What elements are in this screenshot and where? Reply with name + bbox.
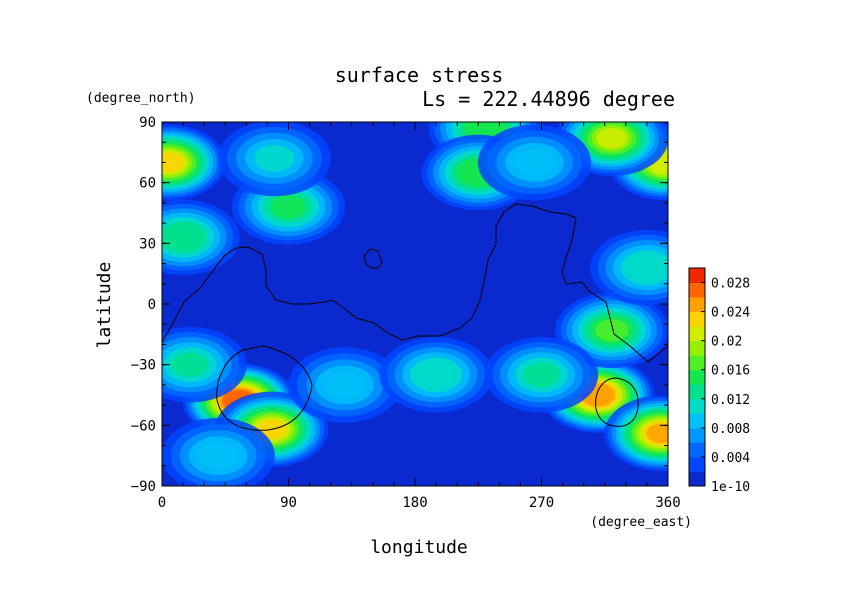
x-tick-label-2: 180	[402, 495, 427, 511]
colorbar-band-11	[689, 311, 705, 327]
x-tick-label-0: 0	[158, 495, 166, 511]
colorbar-band-1	[689, 456, 705, 472]
colorbar-band-4	[689, 413, 705, 429]
y-units-label: (degree_north)	[86, 91, 196, 106]
crater-outline-east	[595, 377, 639, 427]
colorbar-label-6: 0.024	[711, 306, 750, 321]
colorbar-label-5: 0.02	[711, 335, 742, 350]
field-peak-16-level-5	[254, 145, 295, 172]
coastline-contours	[162, 203, 668, 431]
colorbar-label-2: 0.008	[711, 422, 750, 437]
heatmap-field	[162, 122, 668, 486]
y-tick-label-5: −60	[131, 418, 156, 434]
y-tick-label-0: 90	[139, 115, 156, 131]
chart-subtitle: Ls = 222.44896 degree	[422, 87, 675, 111]
colorbar-band-7	[689, 369, 705, 385]
field-peak-17-level-5	[198, 442, 239, 470]
colorbar-band-8	[689, 355, 705, 371]
y-axis: 90 60 30 0 −30 −60 −90	[131, 115, 668, 495]
y-tick-label-2: 30	[139, 236, 156, 252]
colorbar-band-6	[689, 384, 705, 400]
field-peak-6-level-10	[596, 127, 628, 149]
y-axis-label: latitude	[94, 262, 115, 349]
field-peak-12-level-8	[595, 319, 629, 342]
island-outline	[363, 248, 383, 269]
colorbar-frame	[688, 267, 706, 487]
colorbar: 1e-10 0.004 0.008 0.012 0.016 0.02 0.024 0.028	[688, 267, 750, 495]
x-tick-label-4: 360	[655, 495, 680, 511]
field-peak-11-level-5	[514, 149, 555, 176]
colorbar-band-12	[689, 297, 705, 312]
field-peak-4-level-11	[162, 152, 184, 173]
x-units-label: (degree_east)	[590, 515, 692, 530]
field-peak-14-level-5	[324, 371, 365, 399]
crater-outline-west	[216, 345, 313, 431]
y-tick-label-1: 60	[139, 176, 156, 192]
field-peak-19-level-6	[523, 362, 560, 388]
colorbar-label-1: 0.004	[711, 451, 750, 466]
colorbar-band-3	[689, 427, 705, 443]
y-tick-label-6: −90	[131, 479, 156, 495]
continent-outline	[162, 203, 668, 363]
colorbar-band-5	[689, 398, 705, 414]
colorbar-band-2	[689, 442, 705, 458]
x-axis: 0 90 180 270 360	[158, 122, 681, 511]
stress-field-blobs	[162, 122, 668, 486]
field-peak-8-level-7	[271, 195, 306, 219]
colorbar-band-13	[689, 282, 705, 298]
field-peak-3-level-12	[646, 423, 668, 444]
x-tick-label-1: 90	[280, 495, 297, 511]
chart-title: surface stress	[335, 63, 504, 87]
field-peak-13-level-6	[628, 255, 666, 280]
field-peak-18-level-6	[171, 352, 209, 378]
y-tick-label-3: 0	[148, 297, 156, 313]
field-peak-9-level-7	[165, 225, 201, 249]
colorbar-label-3: 0.012	[711, 393, 750, 408]
colorbar-label-4: 0.016	[711, 364, 750, 379]
colorbar-label-7: 0.028	[711, 277, 750, 292]
y-tick-label-4: −30	[131, 358, 156, 374]
colorbar-band-0	[689, 471, 705, 487]
colorbar-band-10	[689, 326, 705, 342]
colorbar-band-9	[689, 340, 705, 356]
colorbar-label-0: 1e-10	[711, 480, 750, 495]
x-axis-label: longitude	[370, 537, 468, 558]
colorbar-band-14	[689, 268, 705, 283]
x-tick-label-3: 270	[529, 495, 554, 511]
field-peak-15-level-6	[417, 362, 455, 388]
